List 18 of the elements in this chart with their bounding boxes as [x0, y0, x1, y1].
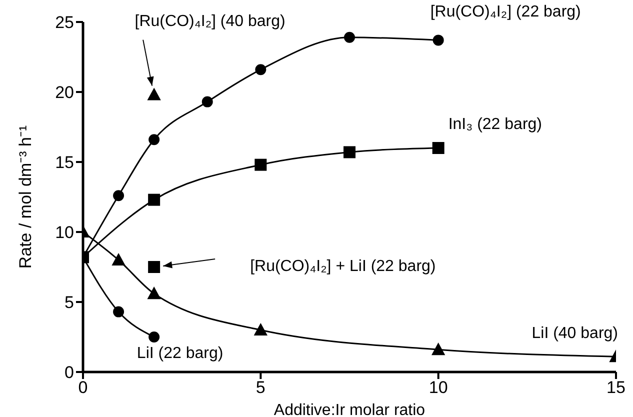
series-label: [Ru(CO)₄I₂] (22 barg): [430, 3, 581, 20]
y-axis-title: Rate / mol dm⁻³ h⁻¹: [16, 125, 36, 269]
y-tick-label: 25: [55, 13, 74, 32]
y-tick-label: 5: [64, 293, 74, 312]
y-tick-label: 20: [55, 83, 74, 102]
x-axis-title: Additive:Ir molar ratio: [274, 402, 426, 417]
series-label: LiI (40 barg): [532, 324, 618, 342]
x-tick-label: 15: [606, 378, 626, 398]
x-tick-label: 0: [78, 378, 88, 398]
series-label: InI₃ (22 barg): [448, 116, 542, 134]
y-tick-label: 10: [55, 223, 74, 242]
legend-label: [Ru(CO)₄I₂] + LiI (22 barg): [250, 258, 436, 276]
series-label: LiI (22 barg): [136, 345, 224, 362]
text: [Ru(CO)₄I₂] (40 barg): [134, 13, 286, 30]
y-tick-label: 0: [64, 363, 74, 382]
x-tick-label: 10: [428, 378, 448, 398]
x-tick-label: 5: [256, 378, 266, 398]
y-tick-label: 15: [55, 153, 74, 172]
